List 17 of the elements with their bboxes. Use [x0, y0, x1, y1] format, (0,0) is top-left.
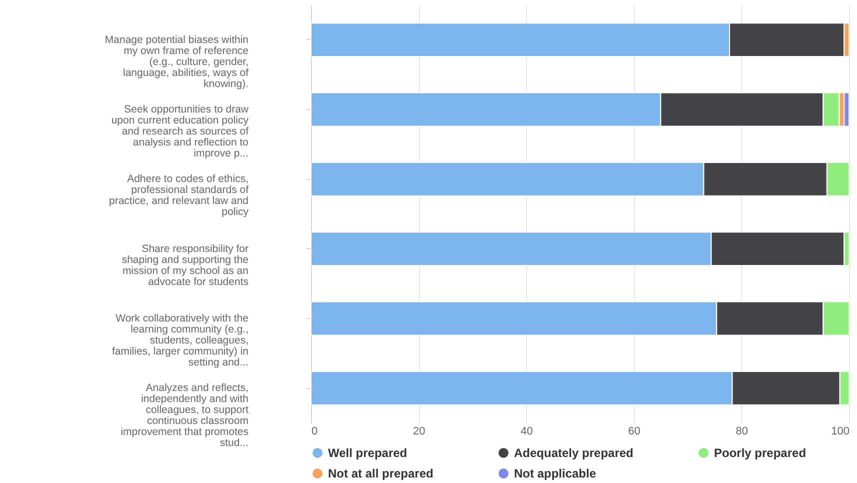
x-tick-label: 60 — [628, 426, 640, 438]
x-tick-label: 0 — [312, 426, 318, 438]
x-tick-label: 100 — [831, 426, 850, 438]
y-tick-label: Seek opportunities to draw upon current education policy and research as sources of analysis and reflection to improve p... — [111, 104, 250, 160]
legend-label: Poorly prepared — [714, 446, 806, 460]
legend-label: Well prepared — [328, 446, 408, 460]
y-tick-label: Work collaboratively with the learning community (e.g., students, colleagues, families, larger community) in setting and... — [112, 312, 249, 368]
x-tick-label: 40 — [520, 426, 533, 438]
legend-label: Not at all prepared — [328, 466, 434, 480]
x-tick-label: 80 — [736, 426, 748, 438]
y-tick-label: Manage potential biases within my own frame of reference (e.g., culture, gender, language, abilities, ways of knowing). — [104, 34, 249, 90]
legend-label: Adequately prepared — [514, 446, 634, 460]
y-tick-label: Analyzes and reflects, independently and with colleagues, to support continuous classroom improvement that promotes stud... — [120, 382, 249, 450]
y-tick-label: Adhere to codes of ethics, professional standards of practice, and relevant law and policy — [109, 173, 250, 218]
legend-label: Not applicable — [514, 466, 596, 480]
x-tick-label: 20 — [412, 426, 426, 438]
y-tick-label: Share responsibility for shaping and supporting the mission of my school as an advocate for students — [122, 242, 249, 288]
